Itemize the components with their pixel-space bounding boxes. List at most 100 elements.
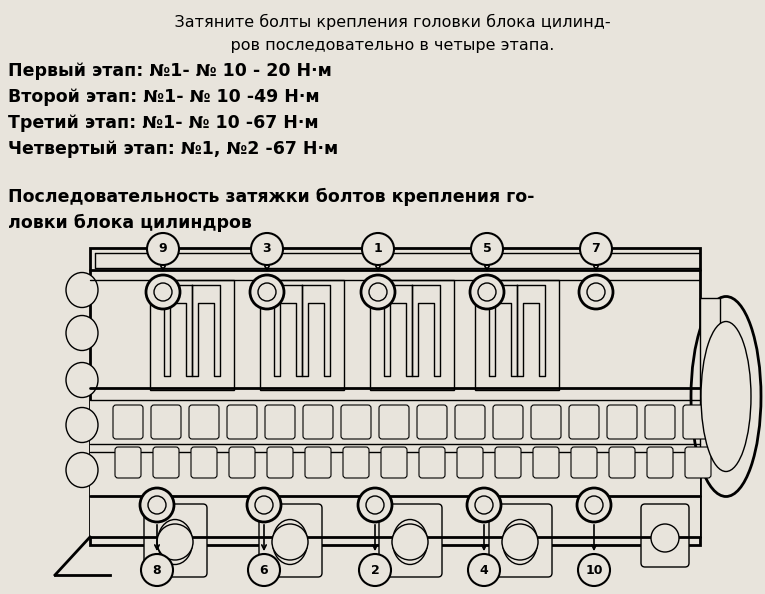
Text: 5: 5: [483, 242, 491, 255]
Circle shape: [250, 275, 284, 309]
Ellipse shape: [272, 520, 308, 564]
Text: 8: 8: [153, 564, 161, 577]
Text: Последовательность затяжки болтов крепления го-: Последовательность затяжки болтов крепле…: [8, 188, 535, 206]
Ellipse shape: [701, 321, 751, 472]
Circle shape: [579, 275, 613, 309]
FancyBboxPatch shape: [685, 447, 711, 478]
Circle shape: [358, 488, 392, 522]
FancyBboxPatch shape: [189, 405, 219, 439]
Text: 10: 10: [585, 564, 603, 577]
Polygon shape: [412, 285, 440, 376]
Circle shape: [471, 233, 503, 265]
FancyBboxPatch shape: [489, 504, 552, 577]
Polygon shape: [384, 285, 412, 376]
FancyBboxPatch shape: [303, 405, 333, 439]
Circle shape: [272, 524, 308, 560]
Text: 2: 2: [370, 564, 379, 577]
Circle shape: [502, 524, 538, 560]
FancyBboxPatch shape: [609, 447, 635, 478]
Circle shape: [470, 275, 504, 309]
Ellipse shape: [503, 520, 538, 564]
Text: 6: 6: [259, 564, 269, 577]
FancyBboxPatch shape: [113, 405, 143, 439]
Circle shape: [251, 233, 283, 265]
Text: Четвертый этап: №1, №2 -67 Н·м: Четвертый этап: №1, №2 -67 Н·м: [8, 140, 338, 158]
FancyBboxPatch shape: [115, 447, 141, 478]
Circle shape: [141, 554, 173, 586]
Bar: [90, 400, 700, 500]
FancyBboxPatch shape: [531, 405, 561, 439]
FancyBboxPatch shape: [229, 447, 255, 478]
Ellipse shape: [66, 315, 98, 350]
Text: 1: 1: [373, 242, 382, 255]
Polygon shape: [164, 285, 192, 376]
FancyBboxPatch shape: [227, 405, 257, 439]
FancyBboxPatch shape: [265, 405, 295, 439]
FancyBboxPatch shape: [259, 504, 322, 577]
Text: ров последовательно в четыре этапа.: ров последовательно в четыре этапа.: [210, 38, 554, 53]
Text: 3: 3: [262, 242, 272, 255]
Ellipse shape: [66, 362, 98, 397]
FancyBboxPatch shape: [533, 447, 559, 478]
FancyBboxPatch shape: [417, 405, 447, 439]
FancyBboxPatch shape: [457, 447, 483, 478]
FancyBboxPatch shape: [683, 405, 713, 439]
FancyBboxPatch shape: [645, 405, 675, 439]
Bar: [90, 248, 700, 545]
Circle shape: [467, 488, 501, 522]
FancyBboxPatch shape: [419, 447, 445, 478]
FancyBboxPatch shape: [569, 405, 599, 439]
Text: 7: 7: [591, 242, 601, 255]
FancyBboxPatch shape: [343, 447, 369, 478]
Ellipse shape: [66, 453, 98, 488]
FancyBboxPatch shape: [151, 405, 181, 439]
Circle shape: [361, 275, 395, 309]
Circle shape: [359, 554, 391, 586]
Circle shape: [248, 554, 280, 586]
FancyBboxPatch shape: [493, 405, 523, 439]
FancyBboxPatch shape: [191, 447, 217, 478]
Circle shape: [577, 488, 611, 522]
Ellipse shape: [392, 520, 428, 564]
FancyBboxPatch shape: [379, 504, 442, 577]
FancyBboxPatch shape: [153, 447, 179, 478]
Ellipse shape: [158, 520, 193, 564]
Text: Затяните болты крепления головки блока цилинд-: Затяните болты крепления головки блока ц…: [154, 14, 610, 30]
FancyBboxPatch shape: [495, 447, 521, 478]
Circle shape: [468, 554, 500, 586]
FancyBboxPatch shape: [144, 504, 207, 577]
Circle shape: [140, 488, 174, 522]
Polygon shape: [192, 285, 220, 376]
Circle shape: [651, 524, 679, 552]
FancyBboxPatch shape: [571, 447, 597, 478]
Circle shape: [157, 524, 193, 560]
Circle shape: [392, 524, 428, 560]
Ellipse shape: [691, 296, 761, 497]
Bar: [370, 280, 454, 390]
Bar: [700, 298, 720, 458]
Circle shape: [147, 233, 179, 265]
FancyBboxPatch shape: [341, 405, 371, 439]
Polygon shape: [274, 285, 302, 376]
Bar: [150, 280, 234, 390]
Text: Второй этап: №1- № 10 -49 Н·м: Второй этап: №1- № 10 -49 Н·м: [8, 88, 320, 106]
Polygon shape: [489, 285, 517, 376]
FancyBboxPatch shape: [641, 504, 689, 567]
Polygon shape: [302, 285, 330, 376]
Circle shape: [362, 233, 394, 265]
Circle shape: [146, 275, 180, 309]
Text: Третий этап: №1- № 10 -67 Н·м: Третий этап: №1- № 10 -67 Н·м: [8, 114, 319, 132]
FancyBboxPatch shape: [647, 447, 673, 478]
FancyBboxPatch shape: [267, 447, 293, 478]
Text: Первый этап: №1- № 10 - 20 Н·м: Первый этап: №1- № 10 - 20 Н·м: [8, 62, 332, 80]
Ellipse shape: [66, 273, 98, 308]
Bar: [90, 496, 700, 537]
Circle shape: [247, 488, 281, 522]
FancyBboxPatch shape: [379, 405, 409, 439]
FancyBboxPatch shape: [607, 405, 637, 439]
Bar: [475, 280, 559, 390]
Text: ловки блока цилиндров: ловки блока цилиндров: [8, 214, 252, 232]
FancyBboxPatch shape: [305, 447, 331, 478]
Circle shape: [578, 554, 610, 586]
FancyBboxPatch shape: [381, 447, 407, 478]
